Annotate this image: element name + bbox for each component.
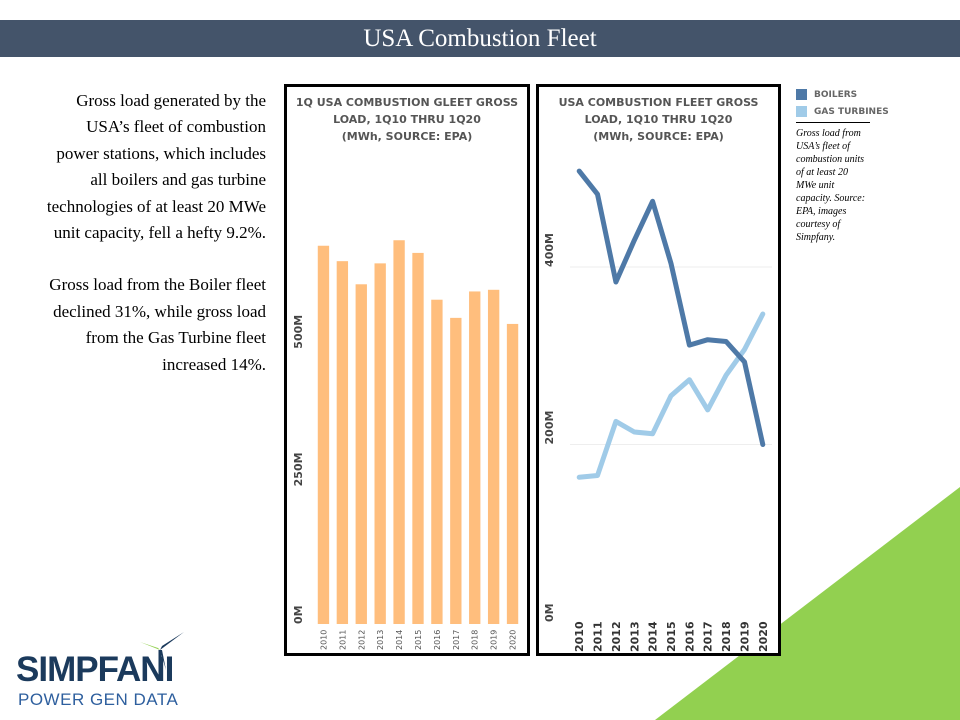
bar-chart-gross-load: 1Q USA COMBUSTION GLEET GROSS LOAD, 1Q10 … [284,84,530,656]
x-tick-label: 2016 [683,621,696,652]
bar-2017 [450,317,462,624]
body-text: Gross load generated by the USA’s fleet … [40,88,266,404]
x-tick-label: 2018 [720,621,733,652]
x-tick-label: 2015 [414,630,423,650]
x-tick-label: 2013 [628,621,641,652]
x-tick-label: 2010 [573,621,586,652]
x-tick-label: 2011 [592,621,605,652]
y-tick-label: 500M [292,315,305,349]
bar-2016 [431,299,443,624]
y-tick-label: 400M [543,233,556,267]
bar-2011 [336,261,349,624]
chart-title-line: LOAD, 1Q10 THRU 1Q20 [333,113,481,126]
x-tick-label: 2010 [319,630,328,650]
gas-turbines-line [576,311,766,480]
logo-wordmark: SIMPFANI [16,650,174,689]
bar-2015 [412,252,424,624]
wind-turbine-icon [140,632,184,678]
x-tick-label: 2012 [610,621,623,652]
bar-2020 [506,323,519,624]
line-chart-gross-load: USA COMBUSTION FLEET GROSS LOAD, 1Q10 THR… [536,84,781,656]
chart-title-line: (MWh, SOURCE: EPA) [342,130,473,143]
x-tick-label: 2018 [471,630,480,650]
y-tick-label: 200M [543,411,556,445]
legend-swatch-gas-turbines [796,106,807,117]
x-tick-label: 2012 [357,630,366,650]
chart-legend: BOILERS GAS TURBINES [796,86,916,120]
bar-2012 [355,284,367,624]
simpfani-logo: SIMPFANI POWER GEN DATA [14,628,189,713]
body-paragraph-1: Gross load generated by the USA’s fleet … [46,91,266,243]
x-tick-label: 2014 [395,630,404,650]
y-tick-label: 250M [292,452,305,486]
x-tick-label: 2016 [433,630,442,650]
x-tick-label: 2020 [757,621,770,652]
chart-title-line: 1Q USA COMBUSTION GLEET GROSS [296,96,518,109]
legend-label-boilers: BOILERS [814,89,858,100]
bar-2019 [487,289,500,624]
body-paragraph-2: Gross load from the Boiler fleet decline… [49,275,266,374]
bar-2010 [317,245,330,624]
boilers-line [576,168,766,447]
legend-label-gas-turbines: GAS TURBINES [814,106,889,117]
x-tick-label: 2017 [702,621,715,652]
legend-item-boilers: BOILERS [796,86,916,103]
x-tick-label: 2015 [665,621,678,652]
x-tick-label: 2013 [376,630,385,650]
page-title: USA Combustion Fleet [0,20,960,57]
figure-caption: Gross load from USA’s fleet of combustio… [796,122,870,244]
chart-title-line: (MWh, SOURCE: EPA) [593,130,724,143]
x-tick-label: 2014 [647,621,660,652]
chart-title-line: LOAD, 1Q10 THRU 1Q20 [585,113,733,126]
x-tick-label: 2019 [490,630,499,650]
x-tick-label: 2011 [338,630,347,650]
y-tick-label: 0M [292,605,305,624]
logo-tagline: POWER GEN DATA [18,690,179,709]
bar-2013 [374,263,386,624]
x-tick-label: 2020 [509,630,518,650]
legend-item-gas-turbines: GAS TURBINES [796,103,916,120]
x-tick-label: 2019 [738,621,751,652]
y-tick-label: 0M [543,603,556,622]
x-tick-label: 2017 [452,630,461,650]
legend-swatch-boilers [796,89,807,100]
chart-title-line: USA COMBUSTION FLEET GROSS [559,96,759,109]
chart-frame [536,84,781,656]
bar-2014 [393,240,405,625]
bar-2018 [469,291,481,624]
